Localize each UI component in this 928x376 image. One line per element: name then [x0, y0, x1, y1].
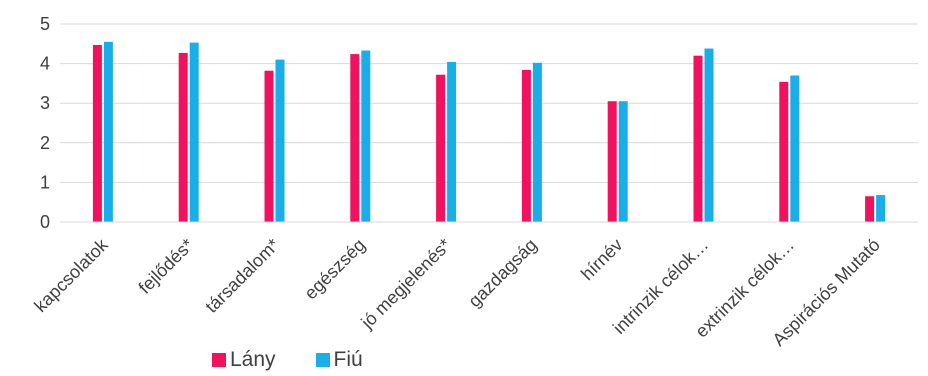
- bar-series-1-4: [436, 74, 446, 222]
- x-tick-label: gazdagság: [464, 235, 540, 311]
- bar-series-1-2: [264, 70, 274, 222]
- legend-label-series-2: Fiú: [333, 348, 363, 371]
- bar-series-1-0: [92, 44, 102, 222]
- y-tick-label: 0: [40, 212, 50, 232]
- legend-swatch-series-2: [315, 353, 330, 367]
- bar-series-1-6: [607, 101, 617, 222]
- y-axis-ticks: 0 1 2 3 4 5: [40, 14, 50, 232]
- legend-item-series-2: Fiú: [315, 348, 363, 372]
- bar-series-2-7: [704, 48, 714, 222]
- bar-series-2-9: [876, 195, 886, 222]
- bar-series-1-7: [693, 55, 703, 223]
- bar-series-2-4: [447, 62, 457, 223]
- legend: Lány Fiú: [212, 348, 363, 372]
- x-tick-label: kapcsolatok: [30, 234, 112, 316]
- y-tick-label: 4: [40, 54, 50, 74]
- bar-series-1-5: [521, 69, 531, 222]
- y-tick-label: 3: [40, 93, 50, 113]
- bar-series-2-1: [189, 42, 199, 222]
- x-tick-label: egészség: [300, 235, 369, 304]
- bars: [92, 41, 886, 223]
- bar-series-1-8: [779, 81, 789, 222]
- bar-series-1-3: [350, 54, 360, 222]
- legend-swatch-series-1: [212, 353, 226, 367]
- bar-series-2-8: [790, 75, 800, 222]
- y-tick-label: 1: [40, 172, 50, 192]
- x-tick-label: társadalom*: [201, 235, 283, 317]
- x-tick-label: jó megjelenés*: [357, 235, 455, 333]
- x-tick-label: hírnév: [577, 235, 627, 285]
- bar-series-2-3: [361, 50, 371, 223]
- bar-series-2-2: [275, 59, 285, 222]
- bar-series-2-0: [103, 41, 113, 222]
- y-tick-label: 2: [40, 133, 50, 153]
- legend-item-series-1: Lány: [212, 348, 276, 372]
- gridlines: [60, 23, 918, 223]
- x-tick-label: fejlődés*: [135, 235, 198, 298]
- x-axis-category-labels: kapcsolatok fejlődés* társadalom* egészségj…: [30, 234, 884, 350]
- legend-label-series-1: Lány: [230, 348, 276, 371]
- y-tick-label: 5: [40, 14, 50, 34]
- bar-series-1-9: [865, 196, 875, 222]
- bar-series-1-1: [178, 52, 188, 222]
- bar-series-2-5: [532, 62, 542, 222]
- bar-series-2-6: [618, 101, 628, 222]
